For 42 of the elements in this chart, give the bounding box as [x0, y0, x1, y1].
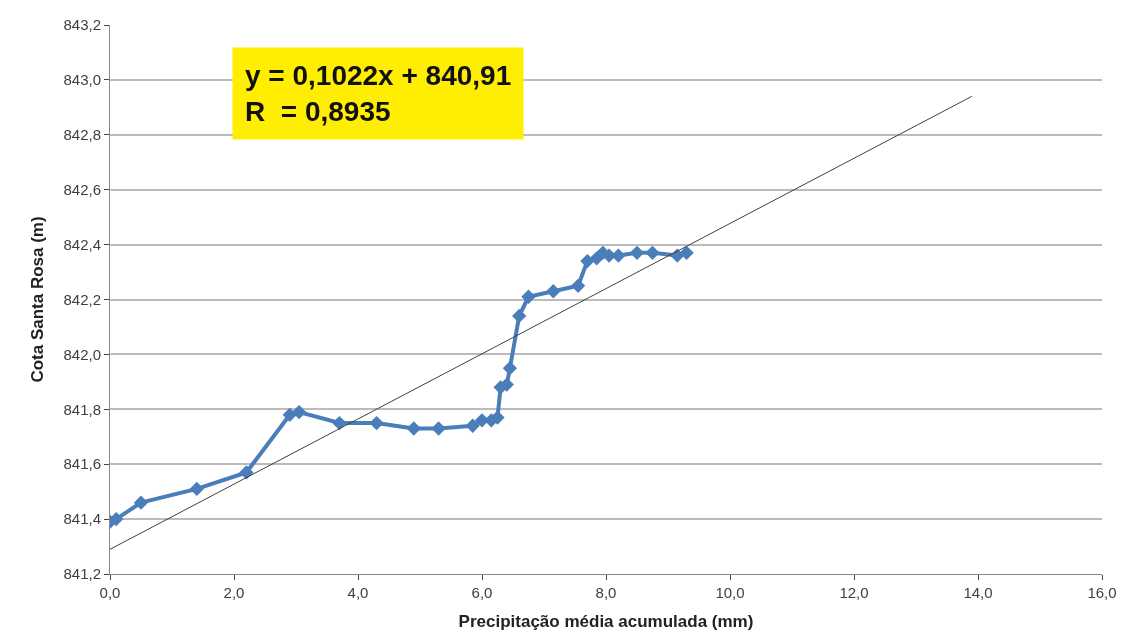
- point: [679, 245, 694, 260]
- x-tick-label: 0,0: [99, 584, 121, 601]
- point: [239, 465, 254, 480]
- point: [611, 248, 626, 263]
- point: [645, 245, 660, 260]
- y-tick-label: 842,2: [63, 290, 101, 308]
- y-tick-label: 842,6: [63, 180, 101, 198]
- x-tick-label: 4,0: [347, 584, 369, 601]
- point: [502, 360, 518, 376]
- y-tick-label: 841,4: [63, 510, 101, 528]
- point: [546, 284, 561, 299]
- y-tick-label: 842,4: [63, 235, 101, 253]
- point: [629, 245, 645, 260]
- point: [369, 415, 384, 431]
- y-axis-title: Cota Santa Rosa (m): [28, 216, 47, 383]
- point: [110, 511, 124, 527]
- x-tick-label: 6,0: [471, 584, 493, 601]
- point: [570, 278, 586, 293]
- point: [189, 481, 204, 497]
- point: [406, 421, 421, 436]
- point: [465, 418, 480, 433]
- x-tick-label: 2,0: [223, 584, 245, 601]
- point: [521, 289, 536, 304]
- point: [133, 495, 149, 510]
- y-tick-label: 841,6: [63, 455, 101, 473]
- annotation: y = 0,1022x + 840,91 R = 0,8935: [245, 60, 512, 128]
- point: [431, 421, 446, 436]
- x-tick-label: 16,0: [1087, 584, 1117, 601]
- x-tick-label: 8,0: [595, 584, 617, 601]
- y-tick-label: 842,0: [63, 345, 101, 363]
- y-tick-label: 843,0: [63, 71, 101, 89]
- point: [512, 308, 527, 324]
- x-tick-label: 14,0: [963, 584, 993, 601]
- point: [332, 415, 347, 431]
- y-tick-label: 842,8: [63, 126, 101, 144]
- y-tick-label: 841,2: [63, 565, 101, 583]
- y-tick-label: 841,8: [63, 400, 101, 418]
- y-tick-label: 843,2: [63, 16, 101, 34]
- x-tick-label: 10,0: [715, 584, 745, 601]
- point: [291, 404, 307, 420]
- x-tick-label: 12,0: [839, 584, 869, 601]
- x-axis-title: Precipitação média acumulada (mm): [458, 612, 754, 632]
